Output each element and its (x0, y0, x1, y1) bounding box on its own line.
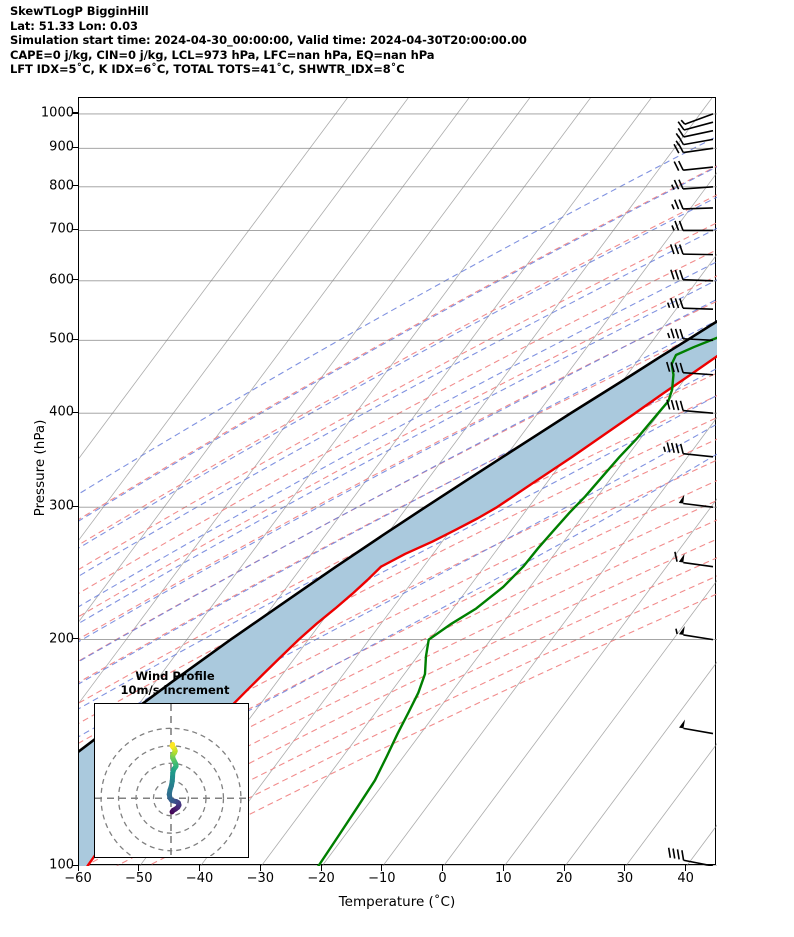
pressure-tick-mark (72, 228, 78, 231)
temperature-tick-mark (624, 865, 626, 871)
shaded-positive-area (79, 321, 717, 866)
temperature-tick-mark (685, 865, 687, 871)
x-axis-label: Temperature (˚C) (338, 894, 456, 910)
pressure-tick-mark (72, 864, 78, 866)
header-indices-lift: LFT IDX=5˚C, K IDX=6˚C, TOTAL TOTS=41˚C,… (10, 62, 405, 77)
profile-curves (79, 319, 717, 866)
y-axis-label: Pressure (hPa) (32, 419, 48, 517)
pressure-tick-label: 800 (49, 178, 74, 194)
hodograph-inset (94, 703, 249, 858)
temperature-tick-label: 0 (438, 871, 447, 886)
isobar-gridlines (79, 113, 717, 866)
pressure-tick-mark (72, 338, 78, 340)
temperature-tick-label: −30 (246, 871, 274, 886)
skewt-canvas (79, 98, 717, 866)
temperature-tick-label: −20 (307, 871, 335, 886)
hodograph-canvas (95, 704, 247, 856)
pressure-tick-mark (72, 146, 78, 148)
pressure-tick-mark (72, 505, 78, 507)
temperature-tick-label: −40 (185, 871, 214, 886)
pressure-tick-label: 100 (49, 857, 74, 873)
pressure-tick-mark (72, 185, 78, 187)
pressure-tick-label: 600 (49, 272, 74, 288)
figure-header: SkewTLogP BigginHill Lat: 51.33 Lon: 0.0… (10, 4, 770, 77)
pressure-tick-mark (72, 411, 78, 413)
pressure-tick-label: 300 (49, 498, 74, 514)
pressure-tick-label: 200 (49, 631, 74, 647)
temperature-tick-label: −60 (64, 871, 92, 886)
temperature-tick-mark (199, 865, 201, 871)
pressure-tick-label: 400 (49, 404, 74, 420)
pressure-tick-mark (72, 638, 78, 640)
pressure-tick-label: 1000 (40, 105, 74, 121)
hodograph-trace (166, 741, 182, 815)
temperature-tick-mark (563, 865, 565, 871)
pressure-tick-label: 500 (49, 331, 74, 347)
header-times: Simulation start time: 2024-04-30_00:00:… (10, 33, 527, 48)
temperature-tick-mark (381, 865, 383, 871)
temperature-tick-label: −50 (125, 871, 153, 886)
temperature-tick-label: 10 (495, 871, 512, 886)
header-indices-cape: CAPE=0 j/kg, CIN=0 j/kg, LCL=973 hPa, LF… (10, 47, 435, 62)
temperature-tick-mark (442, 865, 444, 871)
temperature-tick-label: 40 (677, 871, 694, 886)
wind-barb-column (663, 113, 714, 866)
pressure-tick-mark (72, 279, 78, 281)
pressure-tick-label: 900 (49, 139, 74, 155)
temperature-tick-mark (259, 865, 261, 871)
pressure-tick-mark (72, 112, 78, 114)
temperature-tick-mark (320, 865, 322, 871)
temperature-tick-mark (138, 865, 140, 871)
hodograph-title: Wind Profile 10m/s increment (60, 669, 290, 697)
header-title: SkewTLogP BigginHill (10, 4, 149, 18)
temperature-tick-label: 30 (616, 871, 634, 886)
hodograph-title-line2: 10m/s increment (120, 683, 230, 697)
temperature-tick-mark (502, 865, 504, 871)
temperature-tick-label: −10 (368, 871, 396, 886)
pressure-tick-label: 700 (49, 221, 74, 237)
header-location: Lat: 51.33 Lon: 0.03 (10, 18, 138, 33)
temperature-tick-mark (77, 865, 79, 871)
hodograph-title-line1: Wind Profile (135, 669, 215, 683)
temperature-tick-label: 20 (555, 871, 573, 886)
